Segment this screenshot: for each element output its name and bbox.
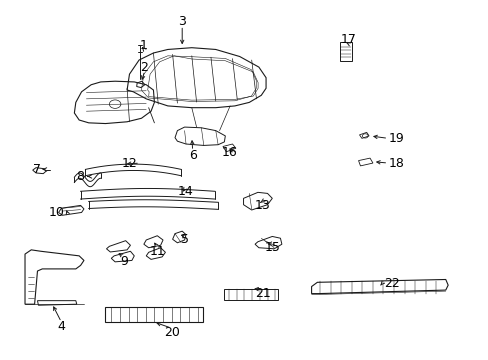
Text: 15: 15 bbox=[264, 241, 280, 254]
Text: 22: 22 bbox=[384, 276, 399, 289]
Text: 5: 5 bbox=[180, 234, 188, 247]
Text: 18: 18 bbox=[388, 157, 404, 170]
Text: 7: 7 bbox=[33, 163, 41, 176]
Bar bbox=[104, 307, 203, 322]
Text: 11: 11 bbox=[149, 245, 165, 258]
Text: 10: 10 bbox=[49, 206, 64, 219]
Text: 4: 4 bbox=[58, 320, 65, 333]
Text: 3: 3 bbox=[178, 15, 186, 28]
Text: 17: 17 bbox=[340, 33, 356, 46]
Text: 6: 6 bbox=[188, 149, 196, 162]
Text: 9: 9 bbox=[120, 255, 127, 267]
Text: 13: 13 bbox=[254, 199, 270, 212]
Bar bbox=[224, 289, 278, 300]
Text: 12: 12 bbox=[122, 157, 137, 170]
Text: 16: 16 bbox=[221, 146, 237, 159]
Text: 14: 14 bbox=[178, 185, 194, 198]
Text: 8: 8 bbox=[77, 170, 84, 183]
Text: 2: 2 bbox=[140, 60, 147, 73]
Text: 1: 1 bbox=[140, 40, 147, 53]
Text: 21: 21 bbox=[254, 287, 270, 300]
Bar bbox=[340, 42, 351, 61]
Text: 20: 20 bbox=[163, 326, 179, 339]
Text: 19: 19 bbox=[388, 132, 404, 145]
